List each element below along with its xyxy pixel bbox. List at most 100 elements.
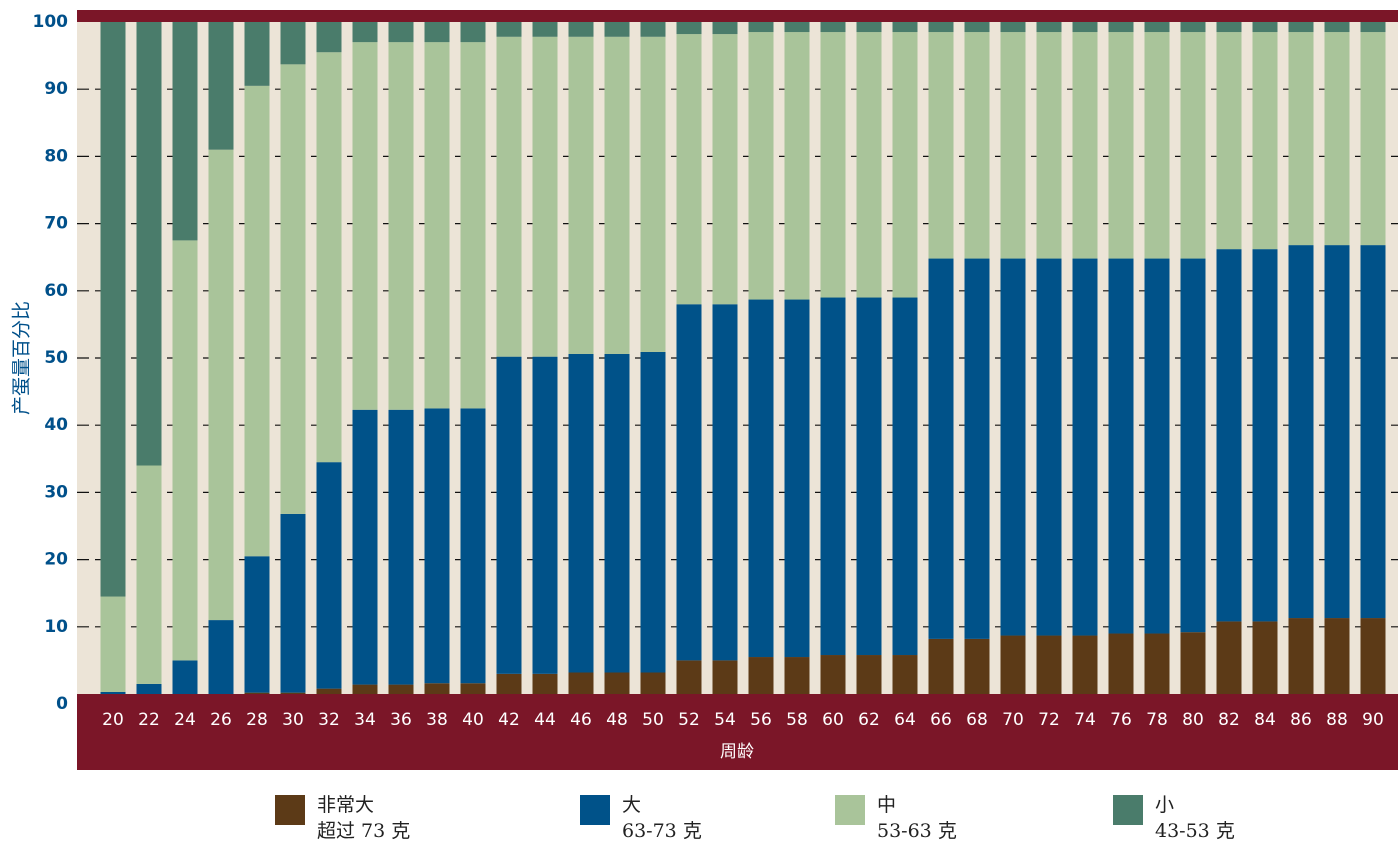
- bar-segment: [784, 299, 810, 658]
- x-tick-label: 20: [102, 710, 124, 730]
- bar-segment: [1180, 22, 1206, 33]
- bar-segment: [208, 149, 234, 621]
- bar-segment: [1288, 618, 1314, 694]
- bar-segment: [532, 356, 558, 674]
- bar-segment: [496, 22, 522, 37]
- bar-segment: [1324, 32, 1350, 246]
- bar-segment: [784, 22, 810, 33]
- y-axis-title: 产蛋量百分比: [11, 301, 33, 415]
- bar-segment: [316, 22, 342, 53]
- x-tick-label: 28: [246, 710, 268, 730]
- bar-segment: [676, 22, 702, 35]
- bar-segment: [856, 32, 882, 298]
- x-tick-label: 68: [966, 710, 988, 730]
- bar-segment: [1036, 32, 1062, 259]
- bar-segment: [316, 462, 342, 689]
- bar-segment: [244, 556, 270, 693]
- bar-segment: [1360, 22, 1386, 33]
- x-tick-label: 36: [390, 710, 412, 730]
- bar-segment: [964, 638, 990, 694]
- y-tick-label: 90: [44, 79, 68, 99]
- bar-segment: [820, 32, 846, 298]
- y-tick-label: 70: [44, 214, 68, 234]
- bar-segment: [460, 22, 486, 43]
- bar-segment: [136, 683, 162, 694]
- bar-segment: [604, 353, 630, 673]
- y-tick-label: 30: [44, 482, 68, 502]
- bar-segment: [1324, 245, 1350, 619]
- bar-segment: [460, 408, 486, 684]
- x-tick-label: 82: [1218, 710, 1240, 730]
- y-tick-label: 60: [44, 281, 68, 301]
- bar-segment: [1252, 249, 1278, 622]
- y-tick-label: 10: [44, 617, 68, 637]
- bar-segment: [1072, 32, 1098, 259]
- bar-segment: [1108, 258, 1134, 634]
- bar-segment: [1288, 32, 1314, 246]
- x-tick-label: 38: [426, 710, 448, 730]
- x-tick-label: 50: [642, 710, 664, 730]
- x-tick-label: 32: [318, 710, 340, 730]
- bar-segment: [208, 620, 234, 694]
- x-tick-label: 56: [750, 710, 772, 730]
- x-tick-label: 34: [354, 710, 376, 730]
- bar-segment: [316, 52, 342, 463]
- bar-segment: [532, 673, 558, 694]
- legend-sublabel: 超过 73 克: [317, 820, 410, 842]
- x-tick-label: 44: [534, 710, 556, 730]
- legend-sublabel: 43-53 克: [1155, 820, 1235, 842]
- x-tick-label: 90: [1362, 710, 1384, 730]
- bar-segment: [316, 688, 342, 694]
- bar-segment: [460, 683, 486, 694]
- bar-segment: [1000, 635, 1026, 694]
- bar-segment: [424, 408, 450, 684]
- bar-segment: [280, 64, 306, 514]
- bar-segment: [1108, 633, 1134, 694]
- bar-segment: [1216, 32, 1242, 250]
- x-tick-label: 66: [930, 710, 952, 730]
- bar-segment: [1000, 32, 1026, 259]
- y-tick-label: 100: [33, 12, 69, 32]
- bar-segment: [1324, 618, 1350, 694]
- bar-segment: [496, 36, 522, 357]
- bar-segment: [100, 691, 126, 694]
- bar-segment: [496, 673, 522, 694]
- x-tick-label: 22: [138, 710, 160, 730]
- bar-segment: [676, 660, 702, 694]
- bar-segment: [352, 22, 378, 43]
- bar-segment: [1144, 633, 1170, 694]
- bar-segment: [532, 22, 558, 37]
- legend-sublabel: 53-63 克: [877, 820, 957, 842]
- bar-segment: [1180, 32, 1206, 259]
- bar-segment: [1144, 32, 1170, 259]
- bar-segment: [964, 32, 990, 259]
- y-tick-label: 80: [44, 146, 68, 166]
- bar-segment: [820, 655, 846, 694]
- bar-segment: [100, 596, 126, 692]
- bar-segment: [100, 22, 126, 597]
- bar-segment: [1360, 245, 1386, 619]
- x-tick-label: 30: [282, 710, 304, 730]
- bar-segment: [712, 304, 738, 661]
- bar-segment: [280, 692, 306, 694]
- bar-segment: [712, 660, 738, 694]
- bar-segment: [424, 22, 450, 43]
- bar-segment: [1216, 249, 1242, 622]
- bar-segment: [964, 22, 990, 33]
- bar-segment: [748, 32, 774, 300]
- bar-segment: [712, 34, 738, 305]
- bar-segment: [352, 42, 378, 410]
- bar-segment: [856, 297, 882, 656]
- bar-segment: [244, 692, 270, 694]
- bar-segment: [136, 22, 162, 466]
- bar-segment: [568, 36, 594, 354]
- bar-segment: [1180, 632, 1206, 694]
- bar-segment: [352, 409, 378, 685]
- bar-segment: [784, 32, 810, 300]
- bar-segment: [1072, 258, 1098, 636]
- legend-label: 中: [877, 794, 896, 816]
- bar-segment: [676, 34, 702, 305]
- legend-label: 非常大: [317, 794, 374, 816]
- bar-segment: [676, 304, 702, 661]
